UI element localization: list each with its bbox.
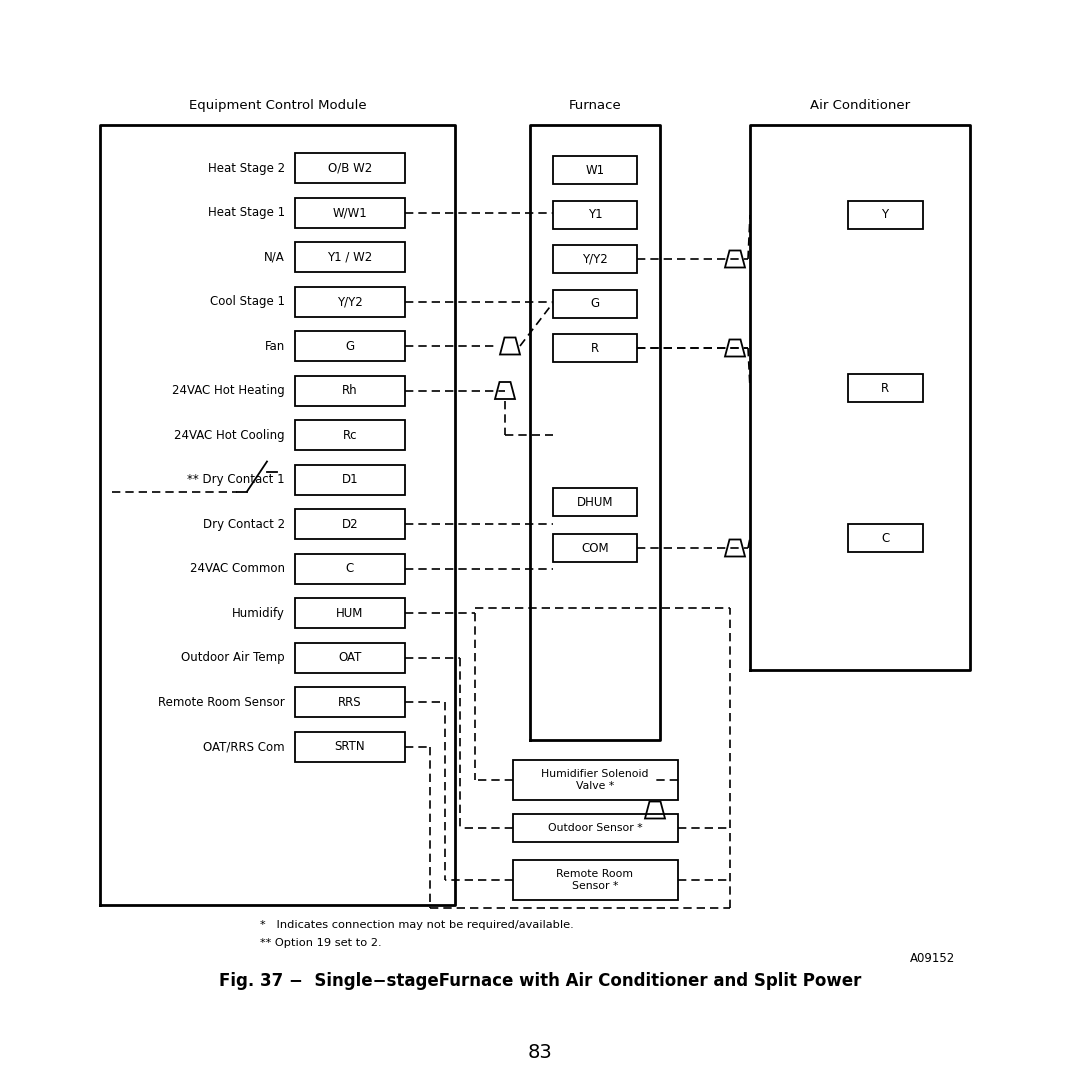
Text: Rc: Rc bbox=[342, 429, 357, 442]
Text: Remote Room
Sensor *: Remote Room Sensor * bbox=[556, 869, 634, 891]
Text: OAT/RRS Com: OAT/RRS Com bbox=[203, 740, 285, 753]
Text: SRTN: SRTN bbox=[335, 740, 365, 753]
Text: Y/Y2: Y/Y2 bbox=[337, 295, 363, 308]
Text: O/B W2: O/B W2 bbox=[328, 162, 373, 175]
Text: Furnace: Furnace bbox=[569, 99, 621, 112]
Text: Y/Y2: Y/Y2 bbox=[582, 253, 608, 266]
Text: Fan: Fan bbox=[265, 339, 285, 352]
Text: G: G bbox=[591, 297, 599, 310]
Text: R: R bbox=[881, 381, 889, 394]
Text: Cool Stage 1: Cool Stage 1 bbox=[210, 295, 285, 308]
Text: G: G bbox=[346, 339, 354, 352]
Text: Outdoor Sensor *: Outdoor Sensor * bbox=[548, 823, 643, 833]
Text: OAT: OAT bbox=[338, 651, 362, 664]
Text: Heat Stage 1: Heat Stage 1 bbox=[207, 206, 285, 219]
Text: 24VAC Hot Cooling: 24VAC Hot Cooling bbox=[174, 429, 285, 442]
Text: D2: D2 bbox=[341, 517, 359, 530]
Text: C: C bbox=[346, 562, 354, 575]
Text: C: C bbox=[881, 531, 889, 544]
Text: Rh: Rh bbox=[342, 384, 357, 397]
Text: Remote Room Sensor: Remote Room Sensor bbox=[159, 696, 285, 708]
Text: A09152: A09152 bbox=[909, 951, 955, 966]
Text: 24VAC Common: 24VAC Common bbox=[190, 562, 285, 575]
Text: Dry Contact 2: Dry Contact 2 bbox=[203, 517, 285, 530]
Text: ** Dry Contact 1: ** Dry Contact 1 bbox=[187, 473, 285, 486]
Text: W1: W1 bbox=[585, 163, 605, 176]
Text: Heat Stage 2: Heat Stage 2 bbox=[207, 162, 285, 175]
Text: DHUM: DHUM bbox=[577, 496, 613, 509]
Text: COM: COM bbox=[581, 541, 609, 554]
Text: Humidify: Humidify bbox=[232, 607, 285, 620]
Text: 24VAC Hot Heating: 24VAC Hot Heating bbox=[172, 384, 285, 397]
Text: R: R bbox=[591, 341, 599, 354]
Text: Air Conditioner: Air Conditioner bbox=[810, 99, 910, 112]
Text: Y1 / W2: Y1 / W2 bbox=[327, 251, 373, 264]
Text: D1: D1 bbox=[341, 473, 359, 486]
Text: *   Indicates connection may not be required/available.: * Indicates connection may not be requir… bbox=[260, 920, 573, 930]
Text: Y1: Y1 bbox=[588, 208, 603, 221]
Text: Outdoor Air Temp: Outdoor Air Temp bbox=[181, 651, 285, 664]
Text: ** Option 19 set to 2.: ** Option 19 set to 2. bbox=[260, 939, 381, 948]
Text: Humidifier Solenoid
Valve *: Humidifier Solenoid Valve * bbox=[541, 769, 649, 791]
Text: 83: 83 bbox=[528, 1043, 552, 1062]
Text: Equipment Control Module: Equipment Control Module bbox=[189, 99, 366, 112]
Text: W/W1: W/W1 bbox=[333, 206, 367, 219]
Text: N/A: N/A bbox=[265, 251, 285, 264]
Text: Y: Y bbox=[881, 208, 889, 221]
Text: Fig. 37 −  Single−stageFurnace with Air Conditioner and Split Power: Fig. 37 − Single−stageFurnace with Air C… bbox=[219, 972, 861, 990]
Text: RRS: RRS bbox=[338, 696, 362, 708]
Text: HUM: HUM bbox=[336, 607, 364, 620]
